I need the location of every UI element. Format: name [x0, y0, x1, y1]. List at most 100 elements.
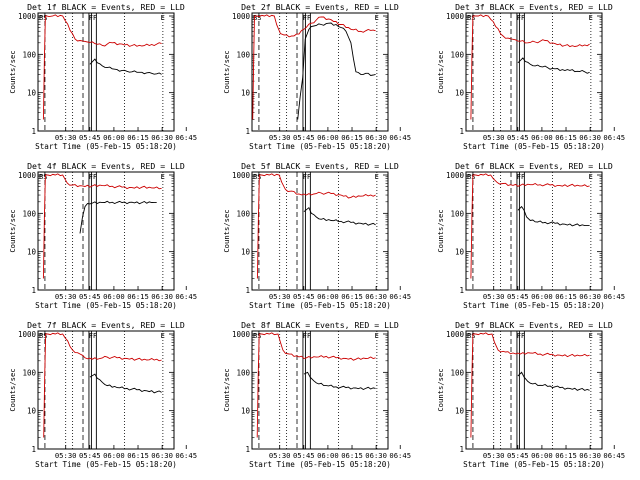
y-tick-label: 1	[245, 127, 250, 136]
y-axis-label: Counts/sec	[222, 368, 231, 411]
axes-frame	[465, 12, 603, 132]
marker-ff: FF	[517, 173, 525, 181]
y-tick-label: 1000	[446, 12, 465, 21]
y-tick-label: 1	[31, 445, 36, 454]
y-tick-label: 100	[450, 50, 464, 59]
y-tick-label: 100	[236, 368, 250, 377]
x-tick-label: 06:15	[555, 292, 577, 301]
marker-e: E	[589, 14, 593, 22]
axes-frame	[251, 330, 389, 450]
panel-title: Det 3f BLACK = Events, RED = LLD	[455, 2, 613, 12]
x-tick-label: 06:00	[531, 133, 553, 142]
lld-line	[42, 14, 162, 120]
marker-bs: BS	[39, 173, 47, 181]
y-axis-label: Counts/sec	[8, 50, 17, 93]
axes-frame	[37, 12, 175, 132]
x-tick-label: 05:45	[79, 133, 101, 142]
x-tick-label: 05:45	[79, 451, 101, 460]
x-tick-label: 05:30	[269, 292, 291, 301]
y-tick-label: 100	[450, 209, 464, 218]
x-tick-label: 06:00	[103, 133, 125, 142]
x-tick-label: 06:45	[389, 292, 411, 301]
y-tick-label: 100	[450, 368, 464, 377]
x-tick-label: 06:30	[365, 292, 387, 301]
x-axis-label: Start Time (05-Feb-15 05:18:20)	[463, 142, 605, 151]
marker-ff: FF	[303, 14, 311, 22]
x-tick-label: 05:45	[507, 451, 529, 460]
y-tick-label: 10	[241, 89, 251, 98]
y-axis-label: Counts/sec	[222, 50, 231, 93]
marker-bs: BS	[467, 173, 475, 181]
x-tick-label: 06:30	[365, 133, 387, 142]
events-line	[517, 57, 590, 74]
lld-line	[256, 173, 376, 279]
x-tick-label: 06:30	[579, 133, 601, 142]
x-tick-label: 06:15	[341, 292, 363, 301]
y-tick-label: 1000	[18, 12, 37, 21]
panel-1: Det 1f BLACK = Events, RED = LLD BS FF E 1 10…	[8, 2, 197, 151]
x-tick-label: 06:15	[341, 133, 363, 142]
x-axis-label: Start Time (05-Feb-15 05:18:20)	[463, 460, 605, 469]
x-tick-label: 06:00	[531, 451, 553, 460]
x-axis-label: Start Time (05-Feb-15 05:18:20)	[249, 301, 391, 310]
x-tick-label: 05:45	[79, 292, 101, 301]
x-tick-label: 06:45	[389, 451, 411, 460]
x-tick-label: 06:45	[175, 133, 197, 142]
y-tick-label: 1	[245, 286, 250, 295]
y-tick-label: 100	[22, 368, 36, 377]
panel-2: Det 2f BLACK = Events, RED = LLD BS FF E 1 10…	[222, 2, 411, 151]
x-tick-label: 06:00	[531, 292, 553, 301]
axes-frame	[37, 330, 175, 450]
marker-e: E	[161, 332, 165, 340]
marker-e: E	[161, 173, 165, 181]
lld-line	[470, 173, 590, 279]
marker-ff: FF	[89, 173, 97, 181]
y-tick-label: 10	[455, 407, 465, 416]
x-tick-label: 06:45	[175, 292, 197, 301]
lld-line	[43, 332, 162, 438]
panel-title: Det 8f BLACK = Events, RED = LLD	[241, 320, 399, 330]
x-tick-label: 05:30	[483, 133, 505, 142]
panel-4: Det 4f BLACK = Events, RED = LLD BS FF E 1 10…	[8, 161, 197, 310]
marker-e: E	[589, 173, 593, 181]
panel-title: Det 1f BLACK = Events, RED = LLD	[27, 2, 185, 12]
y-axis-label: Counts/sec	[222, 209, 231, 252]
events-line	[79, 200, 157, 234]
y-tick-label: 10	[241, 407, 251, 416]
y-axis-label: Counts/sec	[8, 209, 17, 252]
x-tick-label: 06:00	[317, 451, 339, 460]
x-tick-label: 05:45	[293, 451, 315, 460]
y-tick-label: 1000	[18, 171, 37, 180]
x-tick-label: 06:00	[317, 292, 339, 301]
y-tick-label: 1000	[446, 171, 465, 180]
events-line	[303, 206, 376, 226]
x-tick-label: 05:30	[269, 451, 291, 460]
marker-bs: BS	[253, 332, 261, 340]
y-tick-label: 1000	[18, 330, 37, 339]
y-tick-label: 1	[459, 286, 464, 295]
y-tick-label: 10	[455, 89, 465, 98]
x-tick-label: 05:30	[55, 451, 77, 460]
x-tick-label: 06:45	[603, 292, 625, 301]
x-tick-label: 06:15	[555, 451, 577, 460]
y-tick-label: 10	[27, 89, 37, 98]
x-axis-label: Start Time (05-Feb-15 05:18:20)	[463, 301, 605, 310]
x-tick-label: 05:45	[507, 133, 529, 142]
x-tick-label: 06:15	[341, 451, 363, 460]
panel-title: Det 4f BLACK = Events, RED = LLD	[27, 161, 185, 171]
events-line	[517, 205, 590, 227]
panel-title: Det 9f BLACK = Events, RED = LLD	[455, 320, 613, 330]
marker-ff: FF	[303, 173, 311, 181]
x-axis-label: Start Time (05-Feb-15 05:18:20)	[249, 142, 391, 151]
panel-9: Det 9f BLACK = Events, RED = LLD BS FF E 1 10…	[436, 320, 625, 469]
axes-frame	[37, 171, 175, 291]
x-tick-label: 06:00	[103, 292, 125, 301]
x-tick-label: 06:30	[151, 451, 173, 460]
panel-5: Det 5f BLACK = Events, RED = LLD BS FF E 1 10…	[222, 161, 411, 310]
y-tick-label: 100	[22, 50, 36, 59]
events-line	[89, 373, 162, 394]
marker-ff: FF	[89, 332, 97, 340]
x-tick-label: 05:30	[55, 133, 77, 142]
lld-line	[252, 14, 376, 120]
x-axis-label: Start Time (05-Feb-15 05:18:20)	[249, 460, 391, 469]
